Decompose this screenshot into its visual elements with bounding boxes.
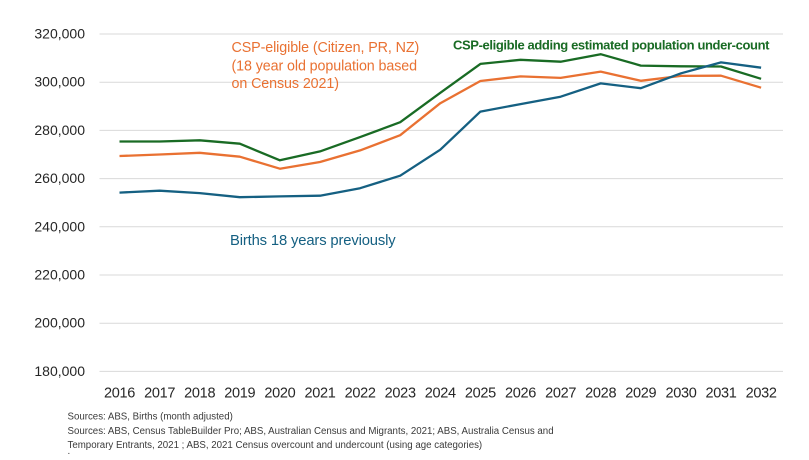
svg-text:2020: 2020 — [264, 386, 295, 402]
svg-text:(18 year old population based: (18 year old population based — [232, 58, 418, 74]
svg-text:CSP-eligible (Citizen, PR, NZ): CSP-eligible (Citizen, PR, NZ) — [232, 40, 420, 56]
svg-text:2017: 2017 — [144, 386, 175, 402]
svg-text:2031: 2031 — [705, 386, 736, 402]
svg-text:2024: 2024 — [425, 386, 456, 402]
svg-text:Temporary Entrants, 2021 ; ABS: Temporary Entrants, 2021 ; ABS, 2021 Cen… — [68, 440, 483, 451]
svg-text:180,000: 180,000 — [34, 363, 85, 379]
svg-text:2026: 2026 — [505, 386, 536, 402]
svg-text:2032: 2032 — [746, 386, 777, 402]
svg-text:CSP-eligible adding estimated: CSP-eligible adding estimated population… — [453, 38, 770, 53]
svg-text:Sources: ABS, Census TableBuil: Sources: ABS, Census TableBuilder Pro; A… — [68, 426, 554, 437]
svg-text:2019: 2019 — [224, 386, 255, 402]
svg-text:2027: 2027 — [545, 386, 576, 402]
svg-text:2023: 2023 — [385, 386, 416, 402]
svg-text:2022: 2022 — [345, 386, 376, 402]
svg-text:2021: 2021 — [304, 386, 335, 402]
svg-text:2029: 2029 — [625, 386, 656, 402]
svg-text:on Census 2021): on Census 2021) — [232, 76, 339, 92]
svg-text:200,000: 200,000 — [34, 315, 85, 331]
svg-text:2016: 2016 — [104, 386, 135, 402]
svg-text:320,000: 320,000 — [34, 26, 85, 42]
svg-text:Sources: ABS, Births (month ad: Sources: ABS, Births (month adjusted) — [68, 411, 233, 422]
svg-text:2030: 2030 — [665, 386, 696, 402]
svg-text:280,000: 280,000 — [34, 122, 85, 138]
svg-text:.: . — [68, 446, 71, 455]
svg-text:300,000: 300,000 — [34, 74, 85, 90]
svg-text:260,000: 260,000 — [34, 170, 85, 186]
svg-text:2018: 2018 — [184, 386, 215, 402]
svg-text:2028: 2028 — [585, 386, 616, 402]
svg-text:Births 18 years previously: Births 18 years previously — [230, 233, 396, 249]
svg-text:240,000: 240,000 — [34, 218, 85, 234]
svg-text:2025: 2025 — [465, 386, 496, 402]
svg-text:220,000: 220,000 — [34, 267, 85, 283]
